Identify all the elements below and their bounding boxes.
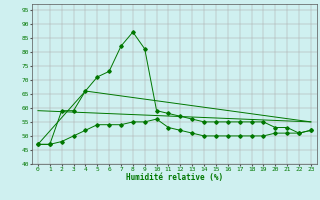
X-axis label: Humidité relative (%): Humidité relative (%) <box>126 173 223 182</box>
